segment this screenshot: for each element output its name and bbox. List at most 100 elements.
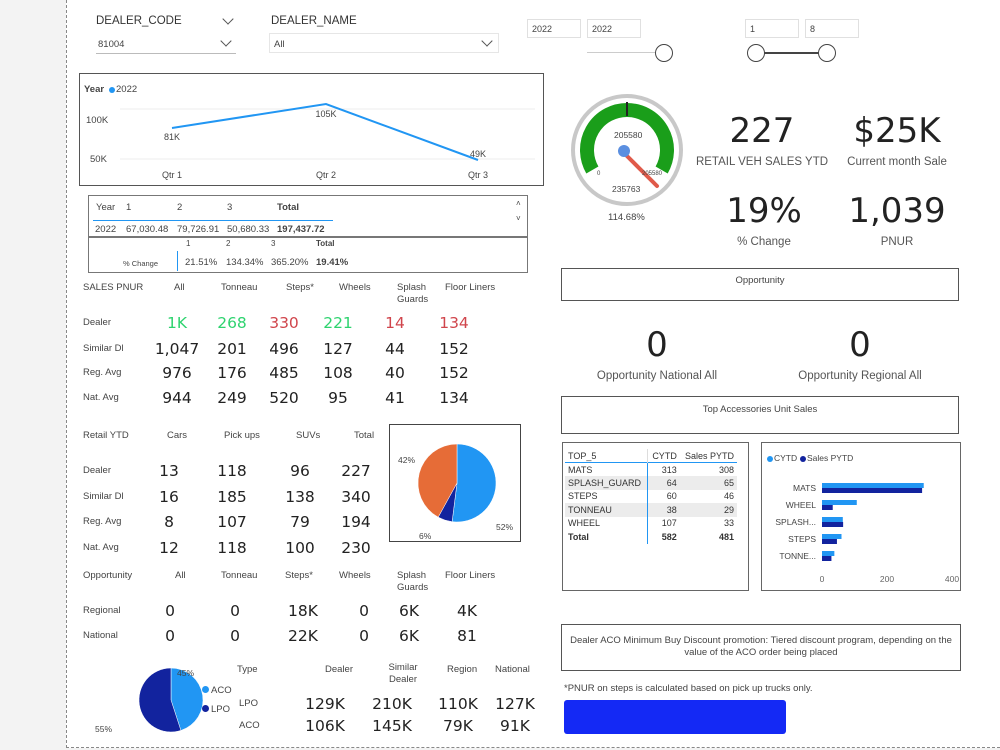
opp-cell: 6K [398,602,420,620]
pnur-header: Floor Liners [445,282,496,293]
sales-gauge [571,94,683,206]
bar-legend-cytd: CYTD [774,453,798,463]
year-slider-track[interactable] [587,52,662,53]
scroll-up-icon[interactable]: ˄ [516,199,521,208]
pnur-row-label: Similar Dl [83,343,124,354]
pnur-cell: 44 [385,340,405,358]
kpi-retail-sales-label: RETAIL VEH SALES YTD [695,156,829,168]
month-from-input[interactable]: 1 [745,19,799,38]
opp-cell: 0 [359,602,369,620]
pnur-cell: 14 [385,314,405,332]
retail-cell: 185 [217,488,247,506]
top5-pytd: 65 [723,477,734,488]
table-row[interactable]: MATS 313 308 [565,462,737,476]
pnur-header: Steps* [286,282,314,293]
line-x-tick: Qtr 2 [316,170,336,180]
kpi-pct-change-label: % Change [737,236,791,248]
dealer-code-collapse-icon[interactable] [222,13,234,25]
year-table-header-year: Year [96,202,116,213]
month-slider-end-handle[interactable] [818,44,836,62]
gauge-percent: 114.68% [608,212,645,223]
kpi-current-month-value: $25K [853,111,941,151]
table-row[interactable]: TONNEAU 38 29 [565,503,737,517]
table-row[interactable]: WHEEL 107 33 [565,516,737,530]
retail-pie-slice [451,443,497,523]
line-data-label: 49K [470,149,486,159]
dealer-code-value[interactable]: 81004 [98,39,125,50]
year-slider-handle[interactable] [655,44,673,62]
bar-cytd [822,500,857,505]
bar-cytd [822,483,924,488]
year-table-cell-total: 197,437.72 [277,224,325,235]
month-slider-start-handle[interactable] [747,44,765,62]
bar-category-label: STEPS [788,534,816,544]
aco-pie-label-45: 45% [177,668,195,678]
month-slider-track[interactable] [755,52,827,54]
top5-cytd: 313 [647,462,680,476]
pnur-cell: 496 [269,340,299,358]
year-to-input[interactable]: 2022 [587,19,641,38]
aco-pie-label-55: 55% [95,724,113,734]
top5-cytd: 38 [647,503,680,517]
retail-pie-chart: 42% 6% 52% [389,424,521,542]
pnur-cell: 201 [217,340,247,358]
accessories-bar-chart: CYTD Sales PYTD MATS WHEEL SPLASH... STEPS T… [761,442,961,591]
table-row[interactable]: SPLASH_GUARD 64 65 [565,476,737,490]
type-cell: 91K [500,717,530,735]
bar-legend-pytd-icon [800,456,806,462]
year-from-input[interactable]: 2022 [527,19,581,38]
top5-cytd: 60 [647,489,680,503]
type-cell: 127K [495,695,535,713]
top5-header: CYTD [647,449,680,463]
retail-cell: 12 [159,539,179,557]
pnur-cell: 1,047 [154,340,200,358]
dealer-code-dropdown-icon[interactable] [220,35,232,47]
bar-category-label: TONNE... [779,551,816,561]
retail-cell: 118 [217,539,247,557]
pnur-cell: 520 [269,389,299,407]
top5-header: TOP_5 [568,450,597,461]
dealer-name-select[interactable] [269,33,499,53]
table-row[interactable]: STEPS 60 46 [565,489,737,503]
bar-cytd [822,551,835,556]
line-series-2022 [171,102,479,161]
aco-legend-lpo: LPO [211,704,231,715]
pnur-header: SALES PNUR [83,282,144,293]
pnur-row-label: Nat. Avg [83,392,119,403]
dealer-name-value[interactable]: All [274,39,285,50]
pnur-header: Tonneau [221,282,258,293]
aco-legend-aco-icon [202,686,209,693]
bar-legend-pytd: Sales PYTD [807,453,854,463]
opp-header: Steps* [285,570,313,581]
pct-cell: 21.51% [185,257,218,268]
pnur-cell: 485 [269,364,299,382]
year-table-header-total: Total [277,202,299,213]
retail-row-label: Similar Dl [83,491,124,502]
pie-label-52: 52% [496,522,514,532]
opp-cell: 0 [230,627,240,645]
pnur-cell: 152 [439,340,469,358]
retail-cell: 194 [341,513,371,531]
bar-sales-pytd [822,556,832,561]
report-canvas: DEALER_CODE 81004 DEALER_NAME All 2022 2… [66,0,1000,748]
top5-pytd: 46 [723,491,734,502]
promo-text: Dealer ACO Minimum Buy Discount promotio… [570,635,952,658]
gauge-max-label: 235763 [612,184,641,194]
retail-cell: 16 [159,488,179,506]
bar-cytd [822,534,842,539]
bar-sales-pytd [822,539,837,544]
year-table-header-3: 3 [227,202,233,213]
scroll-down-icon[interactable]: ˅ [516,214,521,223]
pnur-header: All [174,282,185,293]
type-cell: 106K [305,717,345,735]
retail-cell: 138 [285,488,315,506]
pnur-cell: 176 [217,364,247,382]
retail-cell: 340 [341,488,371,506]
type-cell: 129K [305,695,345,713]
pnur-cell: 330 [269,314,299,332]
month-to-input[interactable]: 8 [805,19,859,38]
pnur-cell: 976 [162,364,192,382]
pnur-cell: 1K [166,314,188,332]
type-cell: 145K [372,717,412,735]
opp-row-label: National [83,630,118,641]
